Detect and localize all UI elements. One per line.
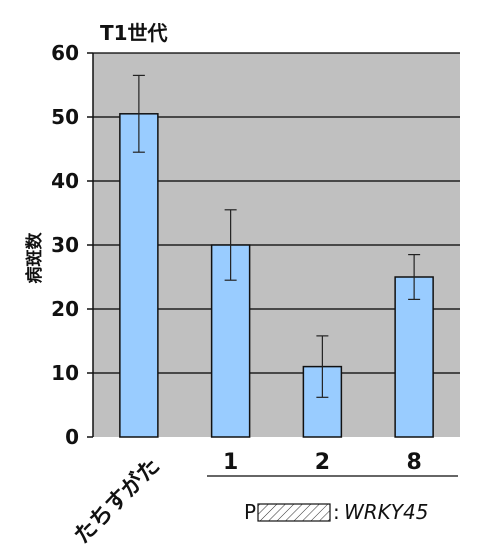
- legend: P : WRKY45: [244, 500, 428, 524]
- y-tick-label: 0: [65, 425, 79, 449]
- x-tick-label: 8: [406, 450, 421, 475]
- x-tick-label: たちすがた: [69, 453, 165, 549]
- y-tick-label: 10: [51, 361, 79, 385]
- chart-title: T1世代: [100, 21, 168, 45]
- bar: [119, 113, 159, 438]
- x-tick-label: 1: [223, 450, 238, 475]
- legend-promoter-swatch: [257, 503, 331, 522]
- y-tick-label: 60: [51, 41, 79, 65]
- error-bars: [132, 74, 421, 398]
- legend-separator: :: [333, 500, 340, 524]
- y-axis-label: 病斑数: [24, 232, 45, 284]
- svg-text:病斑数: 病斑数: [24, 232, 45, 284]
- y-tick-label: 40: [51, 169, 79, 193]
- y-tick-label: 20: [51, 297, 79, 321]
- bar: [302, 365, 343, 438]
- y-axis-ticks: 0 10 20 30 40 50 60: [51, 41, 93, 449]
- y-tick-label: 50: [51, 105, 79, 129]
- legend-gene: WRKY45: [344, 500, 428, 524]
- x-tick-label: 2: [315, 450, 330, 475]
- legend-prefix: P: [244, 500, 256, 524]
- y-tick-label: 30: [51, 233, 79, 257]
- bar: [394, 276, 434, 438]
